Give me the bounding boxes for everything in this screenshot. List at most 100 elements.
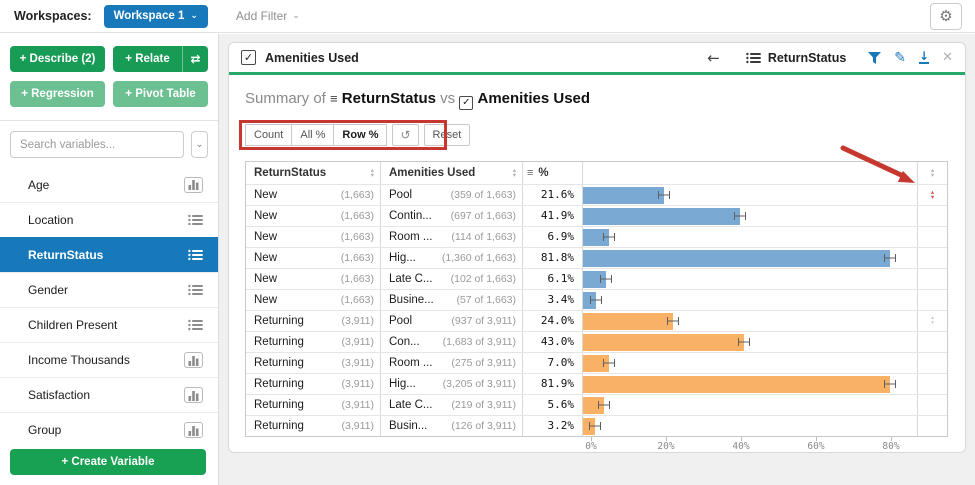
bar-cell — [582, 268, 917, 289]
table-row[interactable]: New (1,663) Contin... (697 of 1,663) 41.9% — [246, 204, 947, 226]
table-row[interactable]: Returning (3,911) Room ... (275 of 3,911) 7.… — [246, 351, 947, 373]
checkbox-checked-icon: ✓ — [459, 95, 474, 110]
bar-cell — [582, 394, 917, 415]
sidebar-item-children-present[interactable]: Children Present — [0, 307, 218, 342]
group-label: New — [254, 188, 278, 201]
checkbox-checked-icon[interactable]: ✓ — [241, 50, 256, 65]
sidebar-item-group[interactable]: Group — [0, 412, 218, 447]
all-percent-button[interactable]: All % — [291, 123, 334, 146]
group-count: (3,911) — [341, 335, 375, 348]
sort-icon[interactable]: ▴ ▾ — [370, 166, 374, 179]
amenity-cell: Room ... (275 of 3,911) — [380, 352, 522, 373]
table-row[interactable]: New (1,663) Busine... (57 of 1,663) 3.4% — [246, 288, 947, 310]
bar-cell — [582, 226, 917, 247]
table-row[interactable]: Returning (3,911) Busin... (126 of 3,911) 3.… — [246, 414, 947, 436]
count-button[interactable]: Count — [245, 123, 292, 146]
percent-bar[interactable] — [583, 376, 890, 393]
axis-tick-label: 60% — [807, 440, 825, 452]
variable-label: Group — [28, 423, 62, 437]
sidebar-action-buttons: + Describe (2) + Relate ⇄ + Regression +… — [0, 34, 218, 120]
column-header-returnstatus[interactable]: ReturnStatus ▴ ▾ — [254, 166, 374, 179]
bar-cell — [582, 352, 917, 373]
percent-bar[interactable] — [583, 187, 664, 204]
axis-tick — [816, 436, 817, 441]
search-input[interactable] — [10, 131, 184, 158]
column-header-amenities[interactable]: Amenities Used ▴ ▾ — [380, 161, 522, 184]
percent-bar[interactable] — [583, 250, 890, 267]
swap-icon[interactable]: ⇄ — [182, 46, 208, 72]
panel-right-title: ReturnStatus — [767, 50, 847, 65]
table-row[interactable]: Returning (3,911) Con... (1,683 of 3,911) 43… — [246, 330, 947, 352]
sidebar-item-location[interactable]: Location — [0, 202, 218, 237]
table-row[interactable]: Returning (3,911) Hig... (3,205 of 3,911) 81… — [246, 372, 947, 394]
filter-icon[interactable] — [868, 51, 882, 64]
sort-icon[interactable]: ▴ ▾ — [930, 166, 935, 179]
error-whisker — [738, 337, 750, 346]
sidebar-item-age[interactable]: Age — [0, 167, 218, 202]
group-cell: Returning (3,911) — [246, 332, 380, 352]
amenity-label: Room ... — [389, 230, 433, 243]
regression-button[interactable]: + Regression — [10, 81, 105, 107]
sidebar-divider — [0, 120, 218, 121]
group-count: (3,911) — [341, 356, 375, 369]
error-whisker — [884, 253, 896, 262]
edit-pencil-icon[interactable]: ✎ — [894, 49, 907, 66]
relate-button[interactable]: + Relate — [113, 46, 182, 72]
row-percent-button[interactable]: Row % — [333, 123, 388, 146]
sort-icon[interactable]: ▴ ▾ — [512, 166, 516, 179]
reset-button[interactable]: Reset — [423, 123, 471, 146]
column-header-sort[interactable]: ▴ ▾ — [917, 161, 947, 184]
percent-bar[interactable] — [583, 229, 609, 246]
sort-icon-red[interactable]: ▴ ▾ — [930, 188, 935, 201]
panel-left-title: Amenities Used — [265, 50, 359, 65]
bar-cell — [582, 184, 917, 205]
percent-cell: 3.4% — [522, 289, 582, 310]
add-filter-label: Add Filter — [235, 9, 288, 23]
amenity-fraction: (937 of 3,911) — [451, 314, 516, 327]
chevron-down-icon: ⌄ — [190, 10, 198, 21]
amenity-label: Late C... — [389, 398, 433, 411]
table-row[interactable]: New (1,663) Late C... (102 of 1,663) 6.1% — [246, 267, 947, 289]
table-row[interactable]: Returning (3,911) Late C... (219 of 3,911) 5… — [246, 393, 947, 415]
pivot-table-button[interactable]: + Pivot Table — [113, 81, 208, 107]
refresh-icon[interactable]: ↺ — [392, 123, 419, 146]
group-count: (3,911) — [341, 398, 375, 411]
amenity-cell: Pool (937 of 3,911) — [380, 310, 522, 331]
table-row[interactable]: New (1,663) Pool (359 of 1,663) 21.6% ▴ ▾ — [246, 183, 947, 205]
workspace-dropdown-button[interactable]: Workspace 1 ⌄ — [103, 4, 208, 28]
table-row[interactable]: New (1,663) Hig... (1,360 of 1,663) 81.8% — [246, 246, 947, 268]
amenity-label: Room ... — [389, 356, 433, 369]
describe-button[interactable]: + Describe (2) — [10, 46, 105, 72]
sidebar-item-gender[interactable]: Gender — [0, 272, 218, 307]
column-header-percent[interactable]: ≡ % — [522, 161, 582, 184]
close-icon[interactable]: ✕ — [942, 50, 953, 65]
search-row: ⌄ — [0, 121, 218, 167]
percent-cell: 3.2% — [522, 415, 582, 436]
percent-bar[interactable] — [583, 208, 740, 225]
sidebar-item-income-thousands[interactable]: Income Thousands — [0, 342, 218, 377]
amenity-fraction: (57 of 1,663) — [456, 293, 516, 306]
sidebar-item-satisfaction[interactable]: Satisfaction — [0, 377, 218, 412]
bar-cell — [582, 373, 917, 394]
percent-bar[interactable] — [583, 313, 673, 330]
download-icon[interactable]: ↓ — [919, 49, 930, 64]
variables-dropdown-button[interactable]: ⌄ — [191, 131, 208, 158]
axis-tick — [891, 436, 892, 441]
amenity-fraction: (275 of 3,911) — [451, 356, 516, 369]
group-label: New — [254, 293, 278, 306]
percent-cell: 21.6% — [522, 184, 582, 205]
create-variable-button[interactable]: + Create Variable — [10, 449, 206, 475]
settings-button[interactable]: ⚙ — [930, 2, 962, 30]
percent-bar[interactable] — [583, 334, 744, 351]
sidebar-item-returnstatus[interactable]: ReturnStatus — [0, 237, 218, 272]
group-cell: Returning (3,911) — [246, 353, 380, 373]
group-cell: Returning (3,911) — [246, 311, 380, 331]
percent-bar[interactable] — [583, 355, 609, 372]
table-row[interactable]: Returning (3,911) Pool (937 of 3,911) 24.0% ▴… — [246, 309, 947, 331]
add-filter-button[interactable]: Add Filter ⌄ — [236, 9, 300, 23]
group-count: (3,911) — [341, 314, 375, 327]
back-arrow-icon[interactable]: ← — [707, 48, 720, 67]
group-label: Returning — [254, 314, 304, 327]
table-row[interactable]: New (1,663) Room ... (114 of 1,663) 6.9% — [246, 225, 947, 247]
sort-icon[interactable]: ▴ ▾ — [931, 315, 934, 326]
